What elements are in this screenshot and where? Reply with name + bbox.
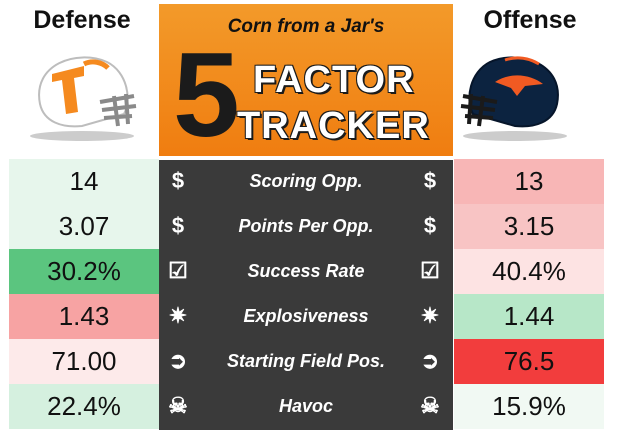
metric-label: Success Rate bbox=[247, 261, 365, 281]
metric-row: Explosiveness bbox=[159, 294, 453, 339]
metric-label: Scoring Opp. bbox=[249, 171, 363, 191]
banner-word-tracker: TRACKER bbox=[237, 105, 430, 147]
offense-title: Offense bbox=[483, 6, 577, 34]
offense-value: 40.4% bbox=[454, 249, 604, 294]
dollar-icon: $ bbox=[423, 213, 437, 238]
offense-value: 15.9% bbox=[454, 384, 604, 429]
metrics-column bbox=[159, 160, 453, 430]
checkbox-icon: ☑ bbox=[168, 258, 188, 283]
defense-title: Defense bbox=[33, 6, 131, 34]
defense-value: 71.00 bbox=[9, 339, 159, 384]
defense-value: 22.4% bbox=[9, 384, 159, 429]
metric-label: Havoc bbox=[278, 396, 334, 416]
defense-value: 14 bbox=[9, 159, 159, 204]
tennessee-helmet-icon bbox=[30, 56, 137, 141]
banner-subtitle: Corn from a Jar's bbox=[227, 16, 385, 37]
utsa-helmet-icon bbox=[460, 56, 567, 141]
defense-value: 30.2% bbox=[9, 249, 159, 294]
banner-word-factor: FACTOR bbox=[253, 59, 415, 101]
skull-icon: ☠ bbox=[420, 393, 440, 418]
dollar-icon: $ bbox=[423, 168, 437, 193]
metric-row: Scoring Opp. bbox=[159, 159, 453, 204]
offense-value: 3.15 bbox=[454, 204, 604, 249]
burst-icon: ✷ bbox=[168, 303, 188, 328]
defense-value: 1.43 bbox=[9, 294, 159, 339]
defense-value: 3.07 bbox=[9, 204, 159, 249]
title-banner: Corn from a Jar's 5 FACTOR TRACKER bbox=[159, 4, 453, 156]
banner-number: 5 bbox=[173, 28, 240, 162]
metric-label: Points Per Opp. bbox=[238, 216, 374, 236]
checkbox-icon: ☑ bbox=[420, 258, 440, 283]
dollar-icon: $ bbox=[171, 213, 185, 238]
arrow-circle-icon: ➲ bbox=[168, 348, 188, 373]
arrow-circle-icon: ➲ bbox=[420, 348, 440, 373]
metric-label: Explosiveness bbox=[243, 306, 369, 326]
metric-row: Points Per Opp. bbox=[159, 204, 453, 249]
metric-row: Havoc bbox=[159, 384, 453, 429]
metric-row: Starting Field Pos. bbox=[159, 339, 453, 384]
offense-value: 1.44 bbox=[454, 294, 604, 339]
skull-icon: ☠ bbox=[168, 393, 188, 418]
offense-value: 76.5 bbox=[454, 339, 604, 384]
dollar-icon: $ bbox=[171, 168, 185, 193]
burst-icon: ✷ bbox=[420, 303, 440, 328]
metric-row: Success Rate bbox=[159, 249, 453, 294]
offense-value: 13 bbox=[454, 159, 604, 204]
metric-label: Starting Field Pos. bbox=[226, 351, 386, 371]
